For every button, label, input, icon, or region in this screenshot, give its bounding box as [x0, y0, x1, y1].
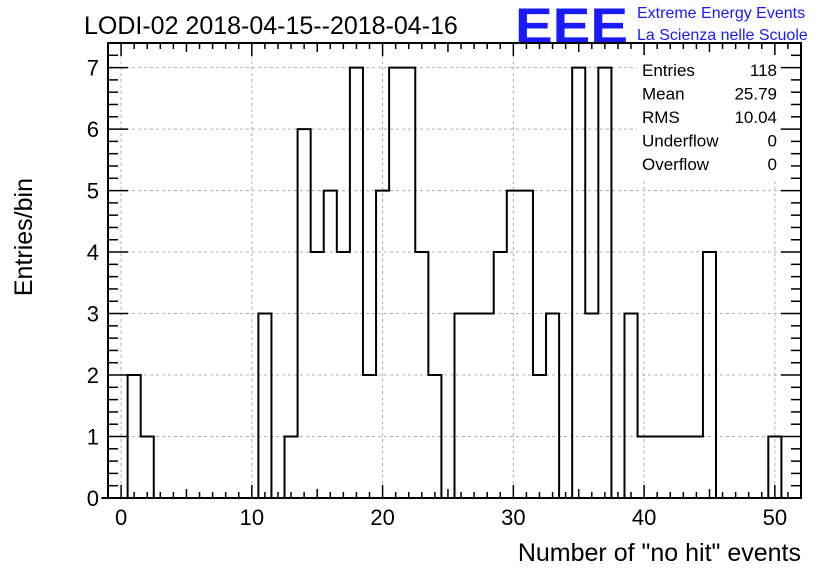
plot-frame	[107, 42, 802, 499]
histogram-bin	[546, 314, 559, 498]
histogram-bin	[285, 437, 298, 498]
stat-label: RMS	[642, 108, 680, 127]
x-tick-label: 0	[115, 505, 127, 530]
logo-line-2: La Scienza nelle Scuole	[637, 27, 808, 44]
x-tick-label: 10	[240, 505, 264, 530]
x-tick-label: 30	[501, 505, 525, 530]
histogram-bin	[481, 314, 494, 498]
x-tick-labels: 0 10 20 30 40 50	[115, 505, 787, 530]
x-tick-label: 40	[632, 505, 656, 530]
histogram-bin	[690, 437, 703, 498]
histogram-bin	[598, 68, 611, 498]
histogram-bin	[651, 437, 664, 498]
histogram-bin	[677, 437, 690, 498]
histogram-bin	[624, 314, 637, 498]
histogram-bin	[585, 314, 598, 498]
y-tick-label: 7	[87, 56, 99, 81]
y-tick-label: 6	[87, 117, 99, 142]
x-tick-label: 20	[370, 505, 394, 530]
stat-label: Overflow	[642, 155, 710, 174]
histogram-bin	[402, 68, 415, 498]
stats-box-background	[637, 55, 779, 178]
histogram-bin	[520, 191, 533, 498]
histogram-bin	[664, 437, 677, 498]
histogram-bin	[258, 314, 271, 498]
y-tick-label: 1	[87, 425, 99, 450]
axis-ticks	[107, 42, 802, 499]
y-tick-labels: 0 1 2 3 4 5 6 7	[87, 56, 99, 511]
logo-mark: EEE	[515, 0, 628, 54]
eee-logo: EEE Extreme Energy Events La Scienza nel…	[515, 0, 808, 54]
y-tick-label: 2	[87, 363, 99, 388]
stat-value: 118	[750, 61, 777, 80]
chart-title: LODI-02 2018-04-15--2018-04-16	[84, 12, 458, 40]
x-axis-label: Number of "no hit" events	[518, 539, 801, 567]
stats-box: Entries 118 Mean 25.79 RMS 10.04 Underflow 0 Ove…	[637, 55, 779, 178]
stat-label: Mean	[642, 85, 685, 104]
stat-label: Underflow	[642, 132, 719, 151]
histogram-bin	[389, 68, 402, 498]
stat-label: Entries	[642, 61, 695, 80]
stat-value: 0	[768, 132, 777, 151]
histogram-bin	[141, 437, 154, 498]
logo-line-1: Extreme Energy Events	[637, 5, 805, 22]
stat-value: 0	[768, 155, 777, 174]
grid-lines	[108, 43, 801, 498]
y-tick-label: 4	[87, 240, 99, 265]
y-axis-label: Entries/bin	[10, 178, 38, 296]
stat-value: 10.04	[734, 108, 777, 127]
histogram-bin	[324, 191, 337, 498]
y-tick-label: 5	[87, 179, 99, 204]
histogram-bin	[350, 68, 363, 498]
stat-value: 25.79	[734, 85, 777, 104]
y-tick-label: 0	[87, 486, 99, 511]
histogram-bin	[455, 314, 468, 498]
y-tick-label: 3	[87, 302, 99, 327]
histogram-bin	[468, 314, 481, 498]
x-tick-label: 50	[763, 505, 787, 530]
histogram-bin	[572, 68, 585, 498]
